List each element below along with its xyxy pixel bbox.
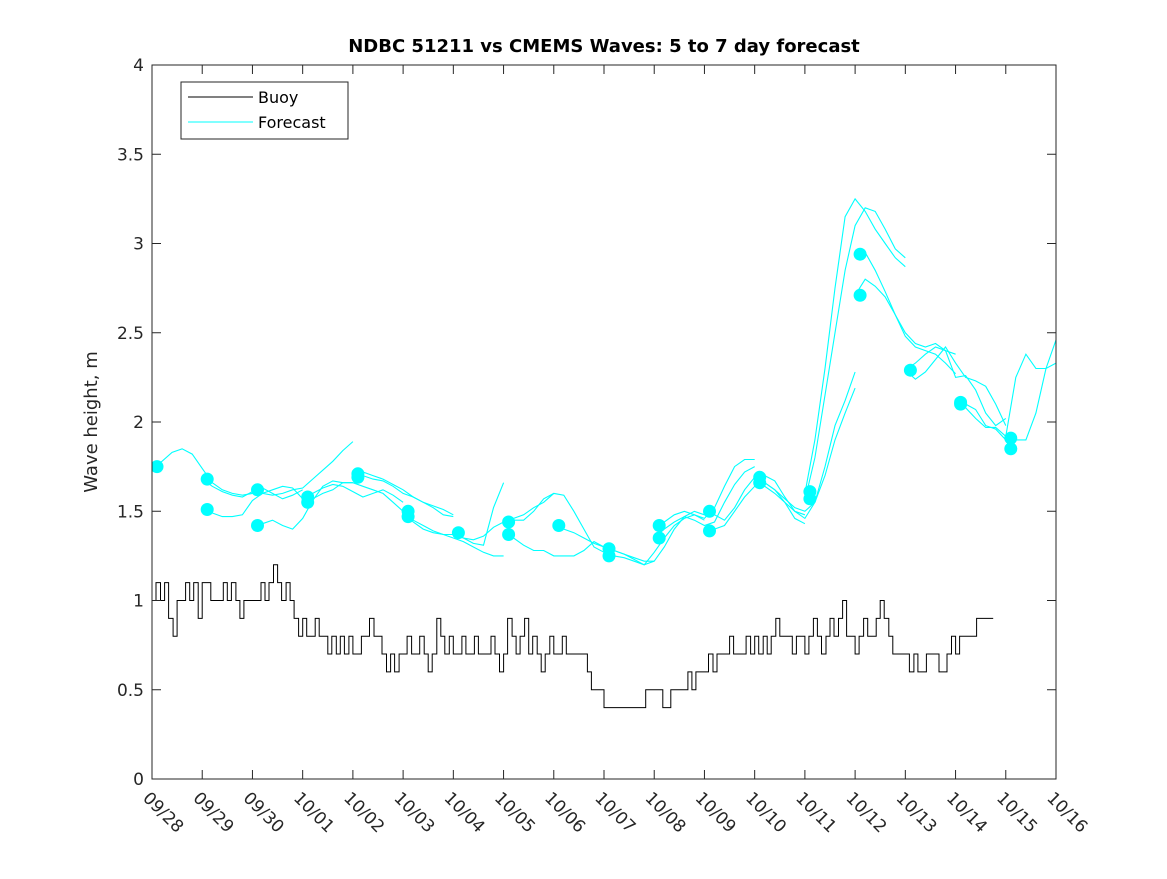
legend: Buoy Forecast [180, 81, 349, 140]
y-tick-label: 0 [133, 770, 144, 790]
plot-series [152, 197, 1056, 709]
forecast-marker [200, 472, 214, 486]
x-tick-label: 10/14 [942, 788, 991, 837]
y-tick-label: 4 [133, 56, 144, 76]
x-tick-label: 10/07 [590, 788, 639, 837]
forecast-line-26 [855, 251, 956, 375]
y-tick-label: 1.5 [117, 502, 144, 522]
y-tick-label: 2.5 [117, 324, 144, 344]
forecast-line-17 [604, 514, 705, 566]
x-tick-label: 10/10 [741, 788, 790, 837]
forecast-marker [853, 247, 867, 261]
chart-title: NDBC 51211 vs CMEMS Waves: 5 to 7 day fo… [348, 36, 860, 57]
forecast-line-1 [152, 448, 253, 496]
buoy-line [152, 564, 994, 709]
forecast-marker [552, 519, 566, 532]
y-tick-label: 0.5 [117, 681, 144, 701]
forecast-marker [351, 470, 365, 484]
forecast-line-19 [653, 466, 755, 539]
x-tick-label: 10/09 [691, 788, 740, 837]
x-tick-label: 09/30 [239, 788, 288, 837]
forecast-marker [502, 528, 516, 541]
forecast-line-9 [352, 471, 454, 518]
x-tick-label: 10/06 [540, 788, 589, 837]
forecast-marker [703, 504, 716, 518]
forecast-line-18 [654, 458, 755, 527]
x-tick-label: 10/01 [289, 788, 338, 837]
forecast-line-16 [603, 510, 705, 566]
x-tick-label: 10/15 [992, 788, 1041, 837]
legend-buoy-label: Buoy [258, 88, 298, 107]
y-axis-label: Wave height, m [81, 351, 102, 492]
forecast-marker [753, 476, 767, 490]
forecast-marker [401, 510, 415, 524]
forecast-line-11 [402, 516, 504, 557]
y-tick-label: 3 [133, 235, 144, 255]
forecast-marker [954, 397, 968, 411]
forecast-line-4 [252, 441, 354, 496]
forecast-marker [200, 503, 214, 516]
x-tick-label: 10/13 [892, 788, 941, 837]
forecast-marker [853, 288, 867, 302]
forecast-line-6 [302, 483, 404, 503]
x-tick-label: 10/12 [842, 788, 891, 837]
forecast-line-7 [302, 482, 404, 512]
forecast-line-25 [804, 207, 906, 501]
forecast-marker [1004, 431, 1018, 445]
forecast-marker [301, 495, 315, 509]
forecast-line-3 [202, 485, 304, 518]
x-tick-label: 10/02 [339, 788, 388, 837]
x-tick-label: 10/16 [1042, 788, 1091, 837]
forecast-marker [152, 460, 164, 474]
forecast-line-22 [754, 387, 856, 512]
x-tick-label: 10/08 [641, 788, 690, 837]
forecast-marker [803, 492, 817, 506]
legend-forecast-label: Forecast [258, 113, 326, 132]
forecast-line-5 [252, 480, 353, 530]
forecast-line-14 [503, 533, 605, 557]
forecast-marker [451, 526, 465, 540]
forecast-marker [251, 483, 264, 497]
x-tick-label: 09/29 [189, 788, 238, 837]
forecast-line-28 [904, 346, 1007, 426]
y-tick-label: 2 [133, 413, 144, 433]
forecast-line-24 [804, 197, 906, 494]
forecast-line-13 [503, 492, 605, 553]
forecast-marker [652, 519, 666, 532]
legend-box [180, 81, 349, 140]
y-tick-label: 3.5 [117, 145, 144, 165]
forecast-marker [602, 549, 616, 563]
x-tick-label: 10/05 [490, 788, 539, 837]
forecast-marker [652, 531, 666, 545]
forecast-line-29 [904, 346, 1007, 427]
plot-area [152, 197, 1056, 709]
forecast-marker [1004, 442, 1018, 456]
forecast-marker [251, 519, 264, 532]
forecast-line-27 [854, 278, 956, 355]
x-tick-label: 09/28 [138, 788, 187, 837]
forecast-marker [703, 524, 716, 538]
x-tick-label: 10/03 [390, 788, 439, 837]
y-tick-label: 1 [133, 592, 144, 612]
x-tick-label: 10/11 [791, 788, 840, 837]
forecast-marker [903, 363, 917, 377]
forecast-line-23 [754, 371, 856, 520]
forecast-line-8 [352, 473, 454, 516]
x-tick-label: 10/04 [440, 788, 489, 837]
forecast-line-30 [955, 353, 1056, 438]
forecast-marker [502, 515, 516, 529]
